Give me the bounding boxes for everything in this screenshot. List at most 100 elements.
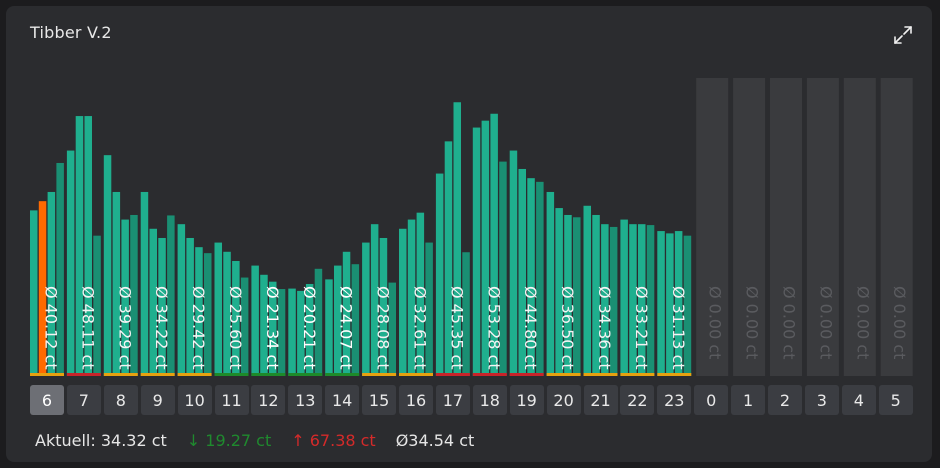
- hour-button-0[interactable]: 0: [694, 385, 729, 415]
- price-bar[interactable]: [84, 116, 93, 376]
- price-bar[interactable]: [388, 282, 397, 376]
- price-bar[interactable]: [177, 224, 186, 376]
- price-bar[interactable]: [297, 290, 305, 376]
- price-bar[interactable]: [305, 283, 314, 376]
- hour-button-13[interactable]: 13: [288, 385, 323, 415]
- hour-button-20[interactable]: 20: [546, 385, 581, 415]
- hour-button-6[interactable]: 6: [30, 385, 64, 415]
- hour-button-16[interactable]: 16: [399, 385, 433, 415]
- expand-arrows-icon[interactable]: [892, 24, 914, 46]
- price-bar[interactable]: [342, 251, 351, 376]
- price-bar[interactable]: [277, 289, 286, 376]
- price-bar[interactable]: [195, 247, 203, 376]
- price-bar[interactable]: [518, 168, 527, 376]
- price-bar[interactable]: [472, 127, 481, 377]
- price-bar[interactable]: [674, 231, 683, 376]
- price-bar[interactable]: [30, 210, 38, 376]
- price-bar[interactable]: [204, 253, 212, 376]
- price-bar[interactable]: [399, 228, 407, 376]
- price-bar[interactable]: [314, 268, 323, 376]
- hour-button-18[interactable]: 18: [472, 385, 507, 415]
- price-bar[interactable]: [666, 233, 674, 376]
- price-bar[interactable]: [103, 155, 112, 376]
- price-bar[interactable]: [509, 150, 518, 376]
- hour-button-8[interactable]: 8: [103, 385, 138, 415]
- hour-button-7[interactable]: 7: [66, 385, 101, 415]
- price-bar[interactable]: [583, 205, 592, 376]
- current-price-bar[interactable]: [38, 201, 47, 376]
- price-bar[interactable]: [546, 191, 555, 376]
- price-bar[interactable]: [407, 219, 416, 376]
- hour-button-15[interactable]: 15: [362, 385, 397, 415]
- price-bar[interactable]: [47, 191, 56, 376]
- price-bar[interactable]: [499, 161, 507, 376]
- price-bar[interactable]: [416, 212, 425, 376]
- price-bar[interactable]: [223, 251, 231, 376]
- price-bar[interactable]: [620, 219, 628, 376]
- hour-button-10[interactable]: 10: [177, 385, 212, 415]
- hour-button-17[interactable]: 17: [435, 385, 470, 415]
- price-bar[interactable]: [646, 225, 655, 376]
- price-bar[interactable]: [149, 228, 158, 376]
- hour-button-9[interactable]: 9: [140, 385, 175, 415]
- price-bar[interactable]: [462, 252, 470, 376]
- price-bar[interactable]: [56, 162, 64, 376]
- price-bar[interactable]: [444, 141, 453, 376]
- hour-button-19[interactable]: 19: [509, 385, 544, 415]
- price-bar[interactable]: [167, 215, 175, 376]
- hour-button-23[interactable]: 23: [657, 385, 692, 415]
- price-bar[interactable]: [609, 226, 618, 376]
- price-bar[interactable]: [362, 242, 370, 376]
- avg-label: Ø 20.21 ct: [300, 286, 319, 370]
- price-bar[interactable]: [592, 214, 600, 376]
- price-bar[interactable]: [379, 237, 388, 376]
- price-bar[interactable]: [325, 279, 333, 376]
- price-bar[interactable]: [66, 150, 75, 376]
- hour-button-14[interactable]: 14: [325, 385, 360, 415]
- price-bar[interactable]: [490, 113, 498, 376]
- price-bar[interactable]: [186, 237, 194, 376]
- price-bar[interactable]: [481, 120, 490, 376]
- price-bar[interactable]: [425, 242, 433, 376]
- price-bar[interactable]: [112, 191, 121, 376]
- hour-button-11[interactable]: 11: [214, 385, 249, 415]
- price-bar[interactable]: [93, 235, 101, 376]
- hour-button-1[interactable]: 1: [731, 385, 766, 415]
- price-bar[interactable]: [351, 264, 360, 376]
- price-bar[interactable]: [564, 214, 572, 376]
- hour-button-12[interactable]: 12: [251, 385, 286, 415]
- hour-button-22[interactable]: 22: [620, 385, 655, 415]
- price-bar[interactable]: [158, 237, 166, 376]
- price-bar[interactable]: [269, 281, 277, 376]
- price-bar[interactable]: [232, 260, 240, 376]
- price-bar[interactable]: [629, 224, 637, 376]
- hour-button-5[interactable]: 5: [878, 385, 913, 415]
- price-bar[interactable]: [555, 208, 563, 376]
- price-bar[interactable]: [130, 214, 138, 376]
- price-bar[interactable]: [288, 288, 296, 376]
- placeholder-bar: [880, 78, 913, 376]
- hour-button-3[interactable]: 3: [804, 385, 839, 415]
- hour-button-2[interactable]: 2: [768, 385, 802, 415]
- price-bar[interactable]: [601, 224, 609, 376]
- price-bar[interactable]: [657, 231, 665, 376]
- price-bar[interactable]: [214, 242, 223, 376]
- price-bar[interactable]: [251, 265, 259, 376]
- hour-button-4[interactable]: 4: [841, 385, 876, 415]
- price-bar[interactable]: [75, 116, 84, 376]
- price-bar[interactable]: [370, 224, 379, 376]
- price-bar[interactable]: [334, 265, 342, 376]
- price-bar[interactable]: [638, 224, 646, 376]
- price-bar[interactable]: [527, 178, 535, 376]
- price-bar[interactable]: [240, 277, 249, 376]
- price-bar[interactable]: [573, 217, 581, 376]
- avg-label: Ø 25.60 ct: [226, 286, 245, 370]
- price-bar[interactable]: [121, 219, 129, 376]
- hour-button-21[interactable]: 21: [583, 385, 618, 415]
- price-bar[interactable]: [536, 181, 544, 376]
- price-bar[interactable]: [435, 173, 444, 376]
- price-bar[interactable]: [683, 235, 692, 376]
- price-bar[interactable]: [453, 102, 462, 376]
- price-bar[interactable]: [260, 274, 268, 376]
- price-bar[interactable]: [140, 191, 149, 376]
